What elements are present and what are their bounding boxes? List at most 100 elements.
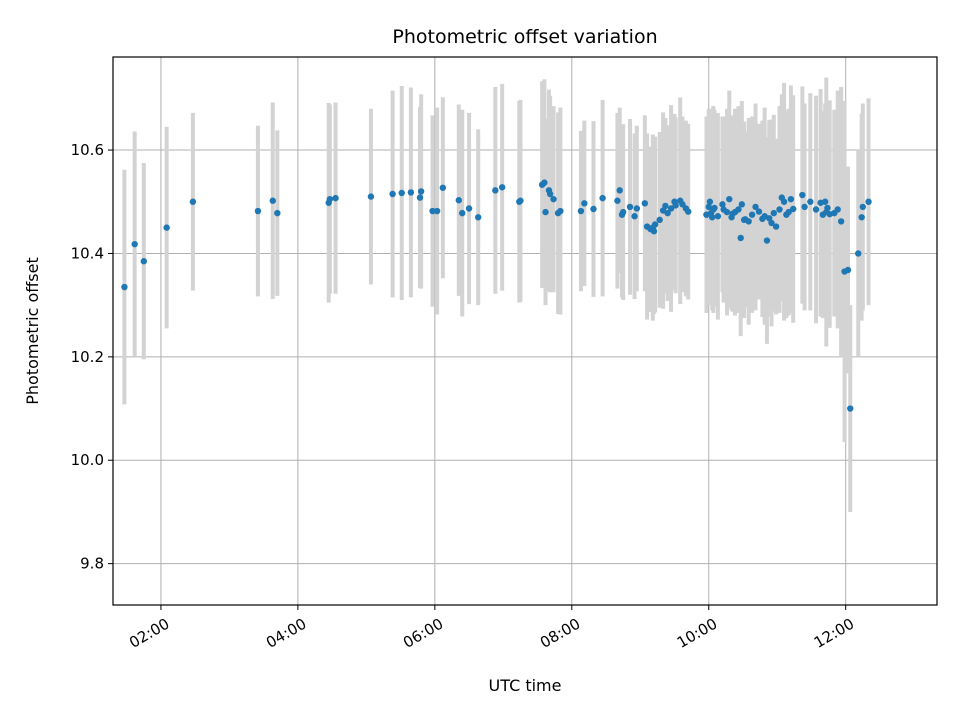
y-tick-label: 10.6: [71, 141, 104, 159]
data-point: [131, 240, 138, 248]
x-axis-label: UTC time: [489, 676, 562, 695]
data-point: [706, 198, 714, 205]
data-point: [847, 405, 854, 412]
data-point: [121, 283, 128, 291]
data-point: [581, 200, 588, 207]
data-point: [498, 184, 506, 191]
data-point: [787, 195, 795, 203]
chart-title: Photometric offset variation: [392, 26, 657, 48]
data-point: [417, 188, 425, 195]
data-point: [780, 198, 788, 205]
data-point: [807, 198, 814, 205]
data-point: [858, 214, 865, 221]
data-point: [465, 205, 473, 212]
y-tick-label: 10.0: [71, 451, 104, 469]
data-point: [834, 206, 841, 213]
data-point: [748, 211, 756, 218]
data-point: [772, 223, 780, 230]
data-point: [799, 191, 806, 199]
data-point: [557, 207, 564, 215]
data-point: [459, 209, 466, 217]
data-point: [801, 203, 808, 211]
data-point: [407, 189, 415, 196]
data-point: [708, 214, 716, 221]
data-point: [685, 208, 692, 215]
data-point: [738, 201, 746, 208]
data-point: [429, 207, 436, 215]
data-point: [763, 237, 771, 244]
data-point: [667, 205, 675, 212]
data-point: [650, 228, 658, 235]
y-tick-label: 9.8: [80, 555, 104, 573]
data-point: [633, 205, 641, 212]
data-point: [254, 207, 262, 215]
data-point: [541, 179, 548, 186]
data-point: [189, 198, 197, 205]
data-point: [590, 205, 597, 213]
data-point: [517, 197, 524, 204]
data-point: [812, 206, 820, 213]
data-point: [859, 203, 867, 211]
data-point: [821, 198, 829, 205]
data-point: [641, 200, 649, 207]
data-point: [631, 213, 638, 220]
data-point: [737, 234, 744, 242]
data-point: [726, 195, 733, 203]
data-point: [719, 201, 726, 208]
data-point: [735, 206, 742, 213]
y-axis-label: Photometric offset: [23, 257, 42, 405]
data-point: [433, 207, 441, 215]
data-point: [274, 209, 281, 217]
data-point: [389, 190, 396, 198]
data-point: [770, 209, 777, 217]
data-point: [398, 189, 405, 197]
data-point: [599, 194, 606, 202]
data-point: [837, 218, 845, 225]
y-tick-label: 10.2: [71, 348, 104, 366]
data-point: [439, 184, 447, 191]
data-point: [542, 208, 549, 216]
data-point: [475, 214, 482, 221]
data-point: [616, 187, 623, 194]
data-point: [755, 208, 763, 215]
data-point: [416, 194, 424, 201]
data-point: [140, 258, 148, 265]
data-point: [332, 194, 339, 202]
y-axis-ticks: 9.8 10.0 10.2 10.4 10.6: [71, 141, 113, 573]
data-point: [776, 206, 783, 213]
y-tick-label: 10.4: [71, 244, 104, 262]
data-point: [785, 208, 792, 216]
data-point: [711, 204, 718, 212]
data-point: [614, 197, 621, 204]
data-points: [121, 179, 872, 412]
data-point: [855, 250, 862, 257]
data-point: [651, 221, 659, 228]
data-point: [550, 195, 557, 203]
data-point: [367, 193, 375, 200]
data-point: [656, 216, 663, 224]
plot-frame: [112, 56, 938, 606]
data-point: [662, 202, 669, 210]
data-point: [865, 198, 872, 205]
data-point: [269, 197, 276, 204]
data-point: [824, 204, 831, 212]
data-point: [714, 213, 722, 220]
data-point: [664, 209, 671, 217]
grid: [113, 57, 937, 605]
data-point: [326, 195, 334, 203]
data-point: [789, 205, 797, 213]
data-point: [492, 187, 499, 194]
data-point: [672, 202, 679, 209]
data-point: [768, 219, 775, 227]
data-point: [577, 207, 585, 215]
data-point: [163, 224, 170, 231]
data-point: [619, 208, 627, 216]
data-point: [626, 203, 634, 211]
data-point: [745, 218, 752, 225]
data-point: [546, 190, 554, 198]
data-point: [752, 203, 759, 211]
data-point: [723, 208, 731, 216]
data-point: [844, 266, 852, 274]
